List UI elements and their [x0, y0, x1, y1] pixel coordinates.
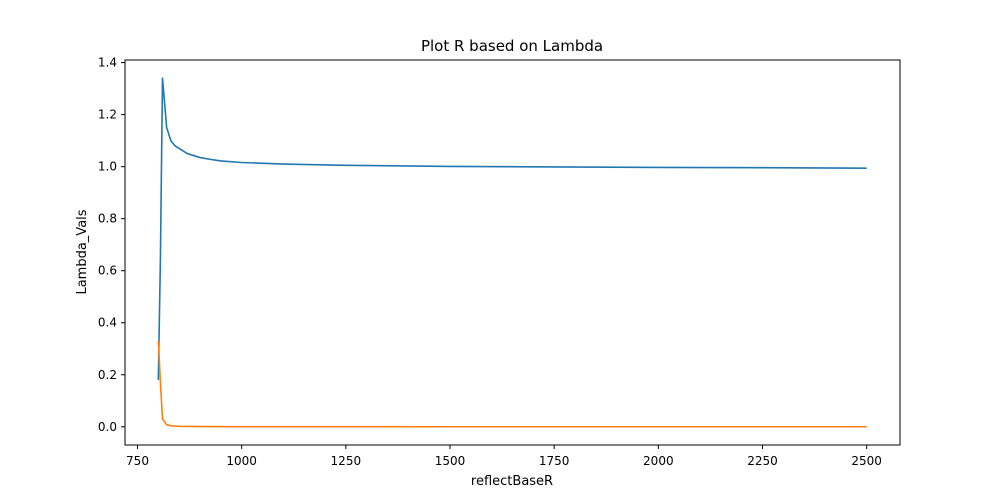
x-tick-label: 2000	[643, 454, 674, 468]
y-tick-label: 1.4	[98, 56, 117, 70]
y-tick-label: 0.0	[98, 420, 117, 434]
series-line-1	[157, 77, 867, 380]
y-tick-label: 0.2	[98, 368, 117, 382]
x-tick-label: 1250	[331, 454, 362, 468]
x-tick-label: 1500	[435, 454, 466, 468]
x-tick-label: 1750	[539, 454, 570, 468]
y-tick-label: 1.2	[98, 108, 117, 122]
x-axis-label: reflectBaseR	[471, 474, 553, 489]
series-layer	[157, 77, 867, 428]
y-axis: 0.0 0.2 0.4 0.6 0.8 1.0 1.2 1.4	[98, 56, 125, 434]
x-tick-label: 2500	[851, 454, 882, 468]
y-tick-label: 1.0	[98, 160, 117, 174]
y-tick-label: 0.8	[98, 212, 117, 226]
series-line-2	[157, 340, 867, 428]
y-axis-label: Lambda_Vals	[75, 209, 90, 294]
x-tick-label: 2250	[747, 454, 778, 468]
x-tick-label: 750	[126, 454, 149, 468]
x-axis: 750 1000 1250 1500 1750 2000 2250 2500	[126, 445, 882, 468]
chart-title: Plot R based on Lambda	[421, 37, 603, 55]
plot-frame	[124, 59, 901, 446]
x-tick-label: 1000	[226, 454, 257, 468]
y-tick-label: 0.6	[98, 264, 117, 278]
y-tick-label: 0.4	[98, 316, 117, 330]
